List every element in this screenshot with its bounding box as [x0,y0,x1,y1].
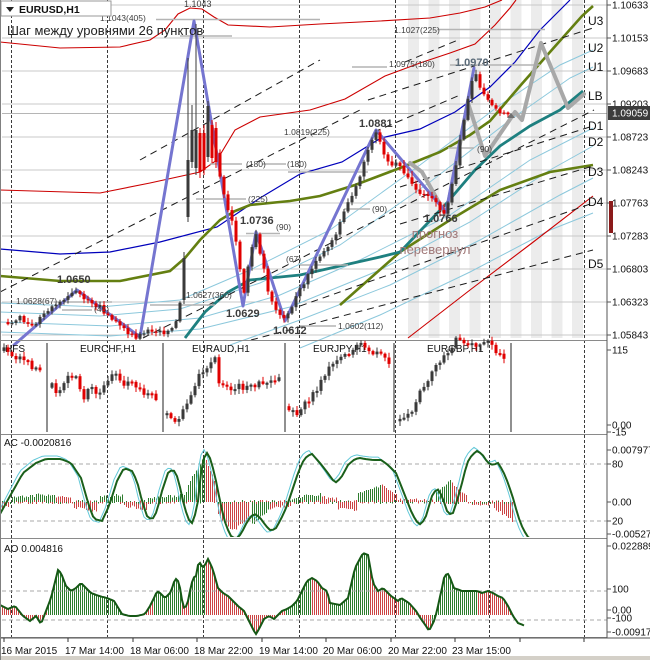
svg-text:перевернул: перевернул [400,242,471,257]
svg-text:100: 100 [612,585,629,596]
svg-text:прогноз: прогноз [412,226,459,241]
svg-text:1.10153: 1.10153 [612,34,649,45]
svg-text:1.06803: 1.06803 [612,265,649,276]
svg-text:1.08243: 1.08243 [612,166,649,177]
svg-text:1.0881: 1.0881 [359,118,393,130]
svg-text:AO 0.004816: AO 0.004816 [4,544,63,555]
svg-text:18 Mar 06:00: 18 Mar 06:00 [130,646,189,657]
svg-text:1.1043(405): 1.1043(405) [100,13,146,23]
svg-text:1.0602(112): 1.0602(112) [338,321,383,331]
svg-text:1.0736: 1.0736 [240,215,274,227]
svg-text:EURCHF,H1: EURCHF,H1 [80,344,137,355]
svg-text:-0.009176: -0.009176 [612,628,650,639]
svg-text:1.06323: 1.06323 [612,298,649,309]
svg-text:19 Mar 14:00: 19 Mar 14:00 [259,646,318,657]
svg-text:1.0629: 1.0629 [226,308,260,320]
svg-text:D1: D1 [588,119,604,133]
svg-text:(90): (90) [372,204,387,214]
svg-text:1.09059: 1.09059 [612,109,649,120]
svg-text:0.00: 0.00 [612,606,632,617]
svg-text:17 Mar 14:00: 17 Mar 14:00 [65,646,124,657]
svg-text:0.022889: 0.022889 [612,542,650,553]
svg-text:(90): (90) [276,222,291,232]
svg-text:0.00: 0.00 [612,421,632,432]
svg-text:1.07763: 1.07763 [612,199,649,210]
svg-text:23 Mar 15:00: 23 Mar 15:00 [452,646,511,657]
svg-text:20: 20 [612,517,624,528]
svg-text:-15: -15 [612,428,627,439]
svg-text:(67): (67) [286,254,301,264]
svg-text:1.0975(180): 1.0975(180) [389,59,435,69]
svg-text:115: 115 [612,346,628,357]
svg-text:1.0628(67): 1.0628(67) [16,296,57,306]
svg-text:16 Mar 2015: 16 Mar 2015 [1,646,58,657]
svg-text:D4: D4 [588,195,604,209]
svg-text:LB: LB [588,89,603,103]
svg-text:1.09683: 1.09683 [612,67,649,78]
svg-text:HFS: HFS [5,344,25,355]
svg-text:1.0650: 1.0650 [57,274,91,286]
svg-text:U3: U3 [588,14,604,28]
svg-text:(180): (180) [287,159,307,169]
svg-text:0.00: 0.00 [612,498,632,509]
svg-text:1.05843: 1.05843 [612,331,649,342]
svg-text:(90): (90) [477,144,492,154]
svg-text:18 Mar 22:00: 18 Mar 22:00 [194,646,253,657]
svg-text:1.0627(360): 1.0627(360) [186,290,232,300]
svg-text:EURGBP,H1: EURGBP,H1 [427,344,484,355]
svg-text:20 Mar 06:00: 20 Mar 06:00 [323,646,382,657]
svg-text:20 Mar 22:00: 20 Mar 22:00 [388,646,447,657]
svg-text:1.1043: 1.1043 [184,0,212,9]
svg-text:(45): (45) [94,304,109,314]
svg-text:EURJPY,H1: EURJPY,H1 [313,344,367,355]
svg-text:(180): (180) [246,159,266,169]
svg-text:1.0819(225): 1.0819(225) [284,127,330,137]
svg-text:D3: D3 [588,165,604,179]
svg-text:Шаг между уровнями 26 пунктов: Шаг между уровнями 26 пунктов [7,23,203,38]
svg-text:AC -0.0020816: AC -0.0020816 [4,438,72,449]
svg-text:D2: D2 [588,135,604,149]
svg-text:1.10633: 1.10633 [612,1,649,12]
svg-text:1.1027(225): 1.1027(225) [394,25,440,35]
svg-text:1.0766: 1.0766 [424,213,458,225]
svg-text:EURAUD,H1: EURAUD,H1 [192,344,250,355]
svg-text:1.08723: 1.08723 [612,133,649,144]
svg-text:1.0970: 1.0970 [455,57,489,69]
svg-text:U2: U2 [588,41,604,55]
svg-text:1.09203: 1.09203 [612,100,649,111]
svg-text:-100: -100 [612,614,632,625]
svg-text:(225): (225) [248,194,268,204]
svg-text:EURUSD,H1: EURUSD,H1 [19,4,80,16]
svg-text:D5: D5 [588,257,604,271]
svg-text:1.07283: 1.07283 [612,232,649,243]
svg-text:80: 80 [612,460,624,471]
svg-text:1.0612: 1.0612 [273,325,307,337]
svg-text:U1: U1 [588,60,604,74]
svg-text:0.007977: 0.007977 [612,446,650,457]
